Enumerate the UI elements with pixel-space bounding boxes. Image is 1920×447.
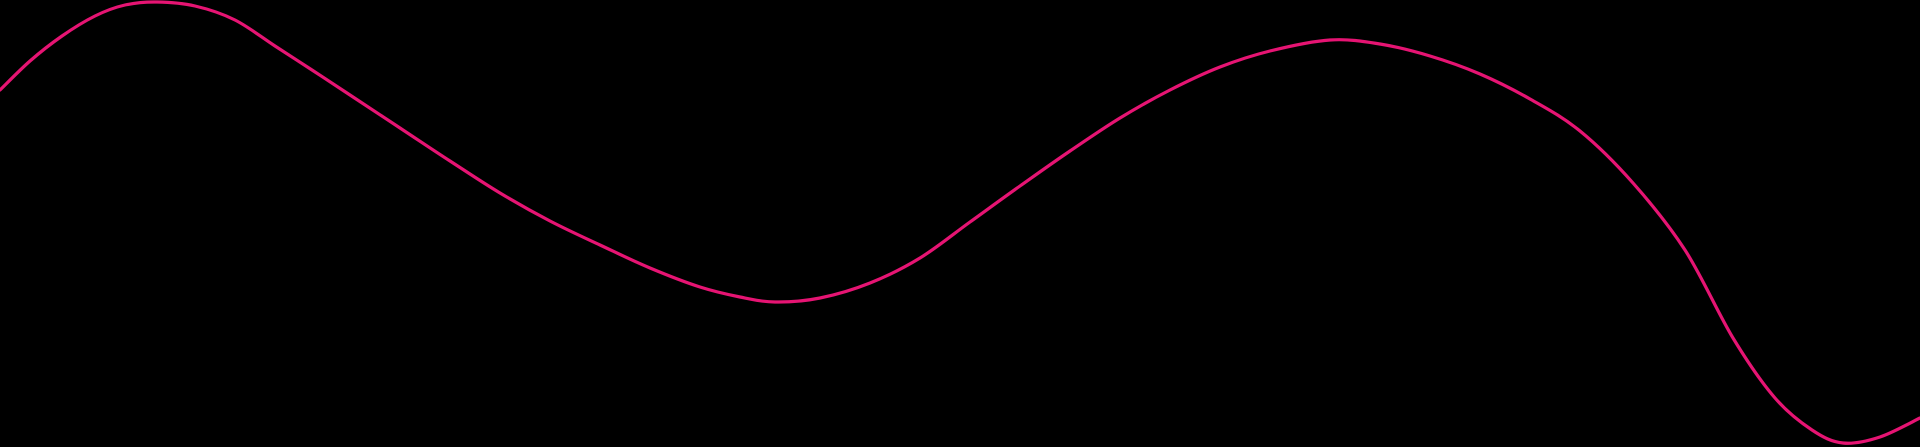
curve-plot — [0, 0, 1920, 447]
chart-canvas — [0, 0, 1920, 447]
curve-line — [0, 0, 1920, 445]
plot-background — [0, 0, 1920, 447]
